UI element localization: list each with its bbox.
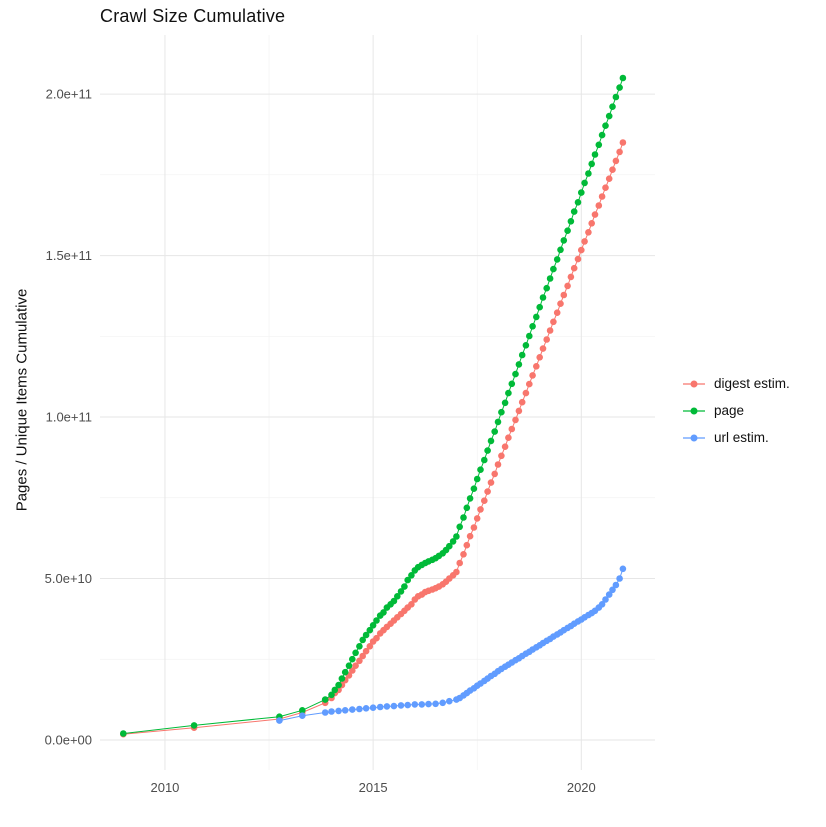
- series-page: [120, 74, 627, 737]
- legend-label-url-estim: url estim.: [714, 430, 769, 445]
- legend-item-url-estim: url estim.: [682, 430, 790, 445]
- legend-key-digest-estim: [683, 380, 705, 387]
- legend-item-page: page: [682, 403, 790, 418]
- x-axis-tick-labels: 2010 2015 2020: [150, 780, 595, 795]
- y-axis-tick-labels: 0.0e+00 5.0e+10 1.0e+11 1.5e+11 2.0e+11: [45, 87, 92, 748]
- svg-text:2010: 2010: [150, 780, 179, 795]
- svg-text:1.5e+11: 1.5e+11: [46, 248, 92, 263]
- legend-label-digest-estim: digest estim.: [714, 376, 790, 391]
- svg-text:2015: 2015: [359, 780, 388, 795]
- svg-text:2.0e+11: 2.0e+11: [46, 87, 92, 102]
- legend-key-page: [683, 407, 705, 414]
- svg-text:2020: 2020: [567, 780, 596, 795]
- legend-item-digest-estim: digest estim.: [682, 376, 790, 391]
- grid-minor: [100, 35, 655, 770]
- legend: digest estim. page url estim.: [682, 376, 790, 445]
- svg-text:1.0e+11: 1.0e+11: [46, 410, 92, 425]
- legend-label-page: page: [714, 403, 745, 418]
- svg-text:5.0e+10: 5.0e+10: [45, 571, 92, 586]
- svg-text:0.0e+00: 0.0e+00: [45, 732, 92, 747]
- grid-major: [100, 35, 655, 770]
- chart-title: Crawl Size Cumulative: [100, 6, 286, 26]
- legend-key-url-estim: [683, 434, 705, 441]
- series-url-estim-: [276, 565, 627, 724]
